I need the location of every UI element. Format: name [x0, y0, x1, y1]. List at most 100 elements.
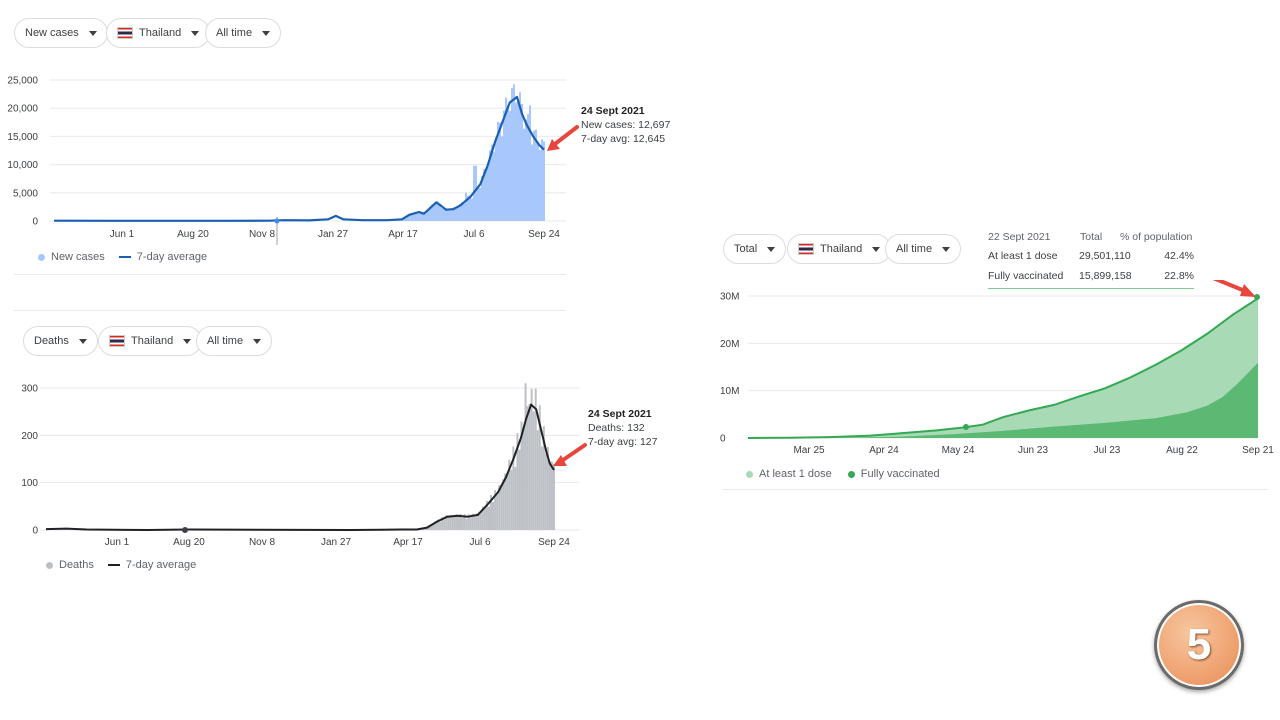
area-at-least-one-dose	[748, 298, 1258, 438]
x-tick-label: Mar 25	[793, 445, 825, 456]
bar	[505, 97, 507, 221]
bar	[427, 210, 429, 221]
legend-line-icon	[107, 564, 120, 566]
bar	[527, 114, 529, 221]
bar	[461, 202, 463, 221]
x-tick-label: Nov 8	[249, 229, 276, 240]
table-cell-percent: 22.8%	[1164, 269, 1194, 282]
range-dropdown-cases[interactable]: All time	[205, 18, 282, 48]
annotation-value: Deaths: 132	[588, 422, 645, 434]
bar	[429, 525, 432, 530]
x-tick-label: Nov 8	[249, 537, 276, 548]
y-tick-label: 30M	[720, 292, 739, 303]
bar	[405, 216, 407, 221]
caret-down-icon	[78, 338, 87, 344]
x-tick-label: Sep 21	[1242, 445, 1274, 456]
y-tick-label: 0	[32, 217, 38, 228]
bar	[441, 208, 443, 221]
annotation-date: 24 Sept 2021	[581, 105, 645, 117]
range-label: All time	[216, 27, 253, 39]
bar	[493, 151, 495, 221]
country-dropdown-cases[interactable]: Thailand	[106, 18, 211, 48]
bar	[415, 211, 417, 221]
bar	[435, 202, 437, 221]
table-header-date: 22 Sept 2021	[988, 230, 1051, 243]
bar	[424, 527, 427, 530]
bar	[520, 421, 523, 530]
bar	[443, 207, 445, 221]
slide-number-badge: 5	[1154, 600, 1244, 690]
metric-dropdown-deaths[interactable]: Deaths	[23, 326, 98, 356]
thailand-flag-icon	[798, 243, 814, 255]
legend-dot-icon	[46, 561, 53, 569]
bar	[542, 426, 545, 530]
bar	[413, 213, 415, 221]
bar	[473, 515, 476, 530]
bar	[510, 469, 513, 530]
y-tick-label: 5,000	[13, 188, 38, 199]
range-label: All time	[207, 335, 244, 347]
bar	[516, 433, 519, 530]
bar	[469, 195, 471, 221]
table-cell-total: 15,899,158	[1079, 269, 1132, 282]
new-cases-chart: 0 5,000 10,000 15,000 20,000 25,000 Jun 1 Aug 2…	[7, 76, 579, 245]
bar	[465, 518, 468, 530]
range-dropdown-deaths[interactable]: All time	[196, 326, 273, 356]
pointer-arrow	[1212, 280, 1256, 297]
bar	[544, 453, 547, 530]
metric-label: Deaths	[34, 335, 69, 347]
bar	[534, 388, 537, 530]
area-fully-vaccinated	[748, 362, 1258, 438]
metric-dropdown-cases[interactable]: New cases	[14, 18, 108, 48]
y-tick-label: 15,000	[7, 132, 38, 143]
bar	[449, 514, 452, 530]
bar	[437, 519, 440, 530]
bar	[423, 212, 425, 221]
bar	[494, 489, 497, 530]
bar	[535, 129, 537, 221]
bar	[439, 521, 442, 530]
bar	[546, 447, 549, 530]
country-dropdown-vaccinations[interactable]: Thailand	[787, 234, 892, 264]
pointer-arrow	[547, 125, 579, 151]
vaccinations-legend: At least 1 dose Fully vaccinated	[746, 468, 940, 480]
bar	[441, 517, 444, 530]
bar	[481, 175, 483, 221]
bar	[506, 474, 509, 530]
table-header-percent: % of population	[1120, 230, 1193, 243]
bar	[491, 144, 493, 221]
bar	[427, 526, 430, 530]
bar	[533, 130, 535, 221]
thailand-flag-icon	[109, 335, 125, 347]
metric-dropdown-vaccinations[interactable]: Total	[723, 234, 787, 264]
country-dropdown-deaths[interactable]: Thailand	[98, 326, 203, 356]
country-label: Thailand	[820, 243, 863, 255]
bar	[437, 201, 439, 221]
bar	[463, 514, 466, 530]
bar	[539, 149, 541, 221]
bar	[550, 461, 553, 530]
bar	[536, 430, 539, 530]
bar	[532, 411, 535, 530]
table-header-total: Total	[1080, 230, 1103, 243]
bar	[451, 515, 454, 530]
caret-down-icon	[872, 246, 881, 252]
bar	[522, 428, 525, 530]
bar	[445, 208, 447, 221]
table-underline	[988, 288, 1194, 289]
y-tick-label: 25,000	[7, 76, 38, 87]
y-tick-label: 0	[32, 526, 38, 537]
legend-dot-icon	[847, 470, 855, 478]
bar	[417, 211, 419, 221]
bar	[519, 92, 521, 221]
series-line	[45, 403, 555, 531]
deaths-chart: 0 100 200 300 Jun 1 Aug 20 Nov 8 Jan 27 Apr 17 Ju…	[21, 383, 587, 548]
range-dropdown-vaccinations[interactable]: All time	[885, 234, 962, 264]
cursor-dot	[182, 527, 188, 533]
bar	[502, 479, 505, 530]
x-tick-label: Sep 24	[528, 229, 560, 240]
deaths-annotation: 24 Sept 2021 Deaths: 132 7-day avg: 127	[588, 407, 657, 449]
bar	[467, 514, 470, 530]
bar	[508, 459, 511, 530]
vaccinations-chart: 0 10M 20M 30M Mar 25 Apr 24 May 24 Jun 23 Jul 23…	[720, 280, 1274, 456]
